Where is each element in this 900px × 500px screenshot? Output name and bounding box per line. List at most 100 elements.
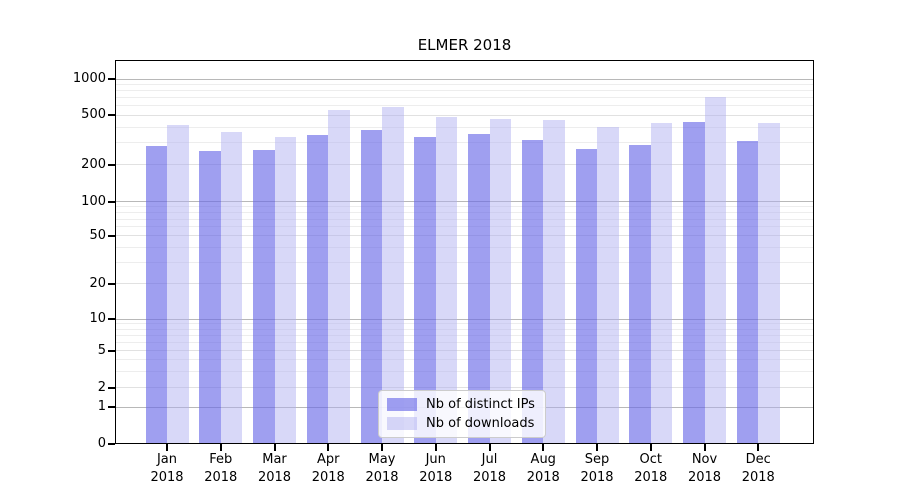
y-tick-mark [108, 234, 115, 237]
gridline [115, 105, 814, 107]
bar-distinct-ips [414, 137, 436, 444]
x-tick-month: Jul [481, 452, 498, 467]
legend-label: Nb of distinct IPs [426, 397, 535, 412]
x-tick-month: Apr [317, 452, 340, 467]
gridline [115, 350, 814, 352]
bar-distinct-ips [629, 144, 651, 444]
bar-distinct-ips [521, 139, 544, 444]
bar-downloads [220, 131, 243, 444]
gridline [115, 334, 814, 336]
bar-downloads [328, 110, 350, 444]
x-tick-label: Jul 2018 [458, 451, 522, 487]
legend-item: Nb of distinct IPs [387, 397, 535, 412]
x-tick-mark [649, 444, 652, 451]
gridline [115, 262, 814, 264]
x-tick-label: Feb 2018 [189, 451, 253, 487]
x-tick-month: Mar [262, 452, 287, 467]
x-tick-label: May 2018 [350, 451, 414, 487]
bar-downloads [382, 106, 404, 444]
x-tick-year: 2018 [526, 470, 560, 485]
x-tick-mark [166, 444, 168, 451]
bar-distinct-ips [199, 151, 221, 444]
y-tick-label: 500 [81, 107, 106, 123]
y-tick-mark [108, 200, 115, 203]
x-tick-label: Mar 2018 [243, 451, 307, 487]
x-tick-mark [434, 444, 437, 451]
y-tick-label: 200 [81, 156, 106, 172]
bar-downloads [489, 118, 511, 444]
y-tick-mark [108, 406, 115, 409]
legend: Nb of distinct IPs Nb of downloads [378, 390, 546, 438]
bar-distinct-ips [145, 145, 167, 444]
x-tick-year: 2018 [687, 470, 722, 485]
bar-downloads [435, 117, 458, 444]
x-tick-year: 2018 [204, 470, 238, 485]
bar-downloads [758, 122, 780, 444]
x-tick-mark [542, 444, 545, 451]
gridline [115, 370, 814, 372]
x-tick-month: Dec [745, 452, 771, 467]
x-tick-year: 2018 [365, 470, 399, 485]
bar-downloads [597, 126, 619, 444]
x-tick-year: 2018 [580, 470, 614, 485]
y-tick-label: 0 [97, 436, 106, 451]
gridline [115, 283, 814, 285]
y-tick-mark [108, 282, 115, 285]
x-tick-mark [703, 444, 706, 451]
x-tick-month: Aug [530, 452, 556, 467]
bar-downloads [704, 96, 726, 444]
bar-distinct-ips [736, 140, 759, 444]
x-tick-label: Jun 2018 [404, 451, 468, 487]
x-tick-year: 2018 [472, 470, 507, 485]
gridline [115, 90, 814, 92]
gridline [115, 84, 814, 86]
bar-distinct-ips [468, 134, 490, 444]
x-tick-label: Dec 2018 [726, 451, 790, 487]
x-tick-month: Oct [639, 452, 662, 467]
y-tick-label: 1000 [72, 71, 106, 86]
legend-swatch [387, 417, 417, 430]
x-tick-label: Aug 2018 [511, 451, 575, 487]
x-tick-mark [381, 444, 383, 451]
bar-distinct-ips [253, 149, 275, 444]
x-tick-year: 2018 [150, 470, 184, 485]
gridline [115, 218, 814, 220]
y-tick-mark [108, 114, 115, 117]
gridline [115, 114, 814, 116]
x-tick-label: Apr 2018 [296, 451, 360, 487]
gridline [115, 212, 814, 214]
legend-swatch [387, 398, 417, 411]
gridline [115, 206, 814, 208]
y-tick-mark [108, 163, 115, 166]
legend-label: Nb of downloads [426, 416, 535, 431]
x-tick-month: Jun [425, 452, 446, 467]
gridline [115, 142, 814, 144]
bar-distinct-ips [683, 121, 705, 444]
bar-downloads [650, 122, 673, 444]
x-tick-month: May [368, 452, 396, 467]
x-tick-label: Oct 2018 [619, 451, 683, 487]
bar-distinct-ips [306, 134, 329, 444]
x-tick-year: 2018 [419, 470, 453, 485]
y-tick-label: 10 [89, 311, 106, 326]
x-tick-month: Sep [584, 452, 610, 467]
gridline [115, 235, 814, 237]
x-tick-mark [219, 444, 222, 451]
x-tick-label: Jan 2018 [135, 451, 199, 487]
x-tick-month: Feb [209, 452, 233, 467]
x-tick-year: 2018 [634, 470, 668, 485]
bar-downloads [167, 124, 189, 444]
gridline [115, 78, 814, 80]
gridline [115, 387, 814, 388]
gridline [115, 342, 814, 344]
x-tick-label: Sep 2018 [565, 451, 629, 487]
y-tick-mark [108, 443, 115, 445]
gridline [115, 126, 814, 128]
legend-item: Nb of downloads [387, 416, 535, 431]
bar-downloads [274, 137, 296, 444]
bar-distinct-ips [575, 148, 597, 444]
gridline [115, 359, 814, 361]
y-tick-label: 1 [97, 399, 106, 415]
x-tick-mark [757, 444, 760, 451]
